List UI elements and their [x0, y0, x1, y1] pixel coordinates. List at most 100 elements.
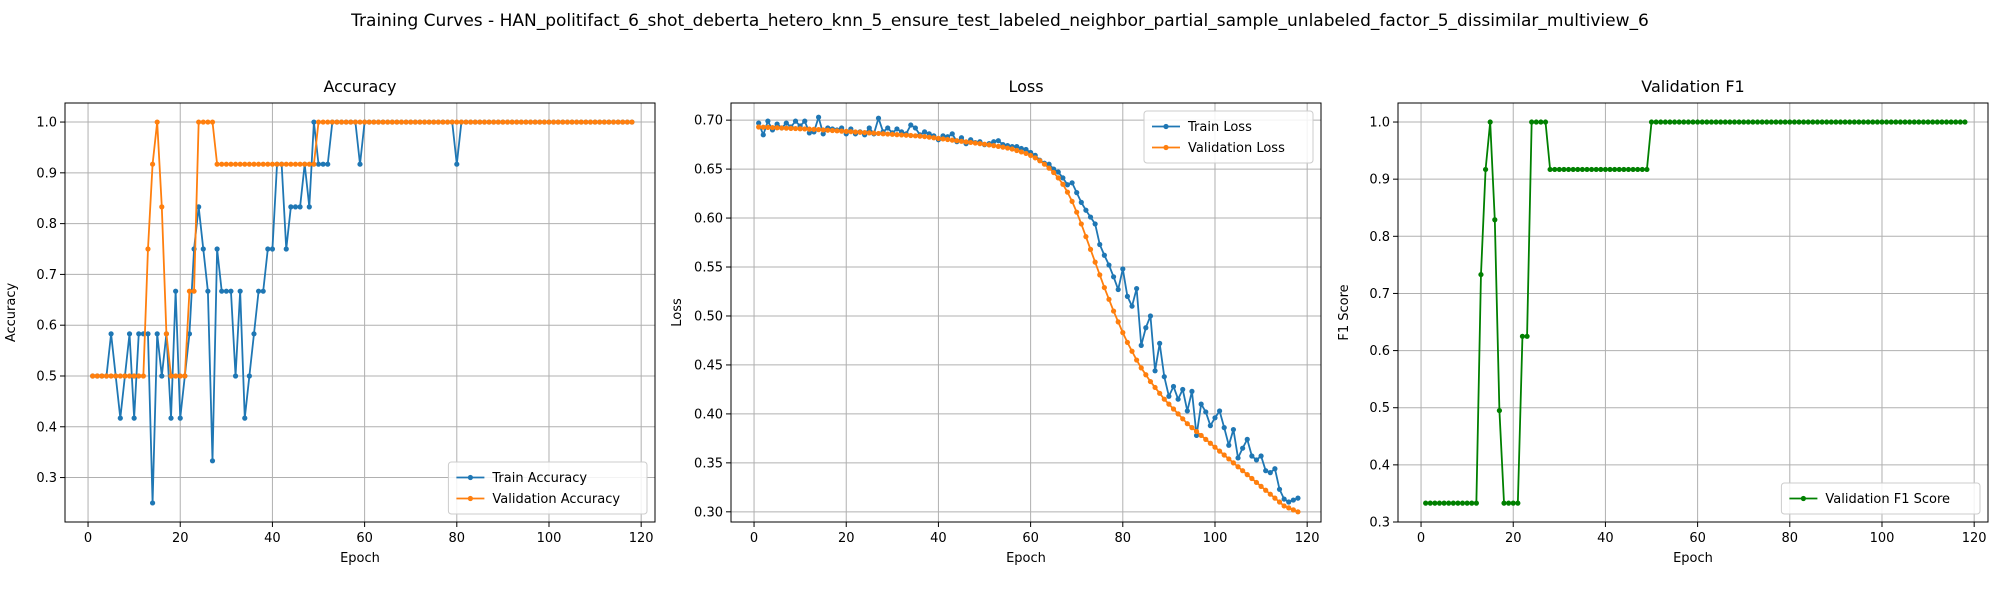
validation-f1-score-point: [1939, 119, 1945, 125]
validation-accuracy-point: [214, 161, 220, 167]
loss-xtick-label: 0: [750, 531, 758, 546]
validation-loss-point: [1161, 396, 1167, 402]
validation-f1-ytick-label: 0.6: [1369, 344, 1390, 359]
train-accuracy-point: [237, 288, 243, 294]
validation-f1-score-point: [1565, 166, 1572, 173]
validation-loss-point: [1290, 507, 1296, 513]
train-accuracy-point: [265, 246, 271, 252]
validation-accuracy-point: [168, 373, 174, 379]
validation-accuracy-point: [260, 161, 266, 167]
train-accuracy-point: [214, 246, 220, 252]
validation-loss-point: [1106, 296, 1112, 302]
validation-loss-point: [1051, 169, 1057, 176]
validation-loss-point: [1244, 472, 1250, 478]
train-loss-point: [1078, 199, 1084, 205]
validation-f1-score-point: [1736, 119, 1742, 125]
validation-accuracy-point: [417, 119, 423, 125]
validation-accuracy-point: [610, 119, 617, 125]
validation-f1-score-point: [1436, 500, 1443, 506]
accuracy-legend-box: [447, 461, 648, 515]
validation-accuracy-point: [592, 119, 598, 125]
train-loss-point: [774, 121, 780, 127]
validation-f1-ytick-label: 1.0: [1369, 116, 1390, 131]
validation-f1-score-point: [1750, 119, 1756, 125]
train-accuracy-point: [325, 161, 331, 167]
train-loss-point: [1147, 313, 1154, 319]
validation-loss-point: [1189, 425, 1195, 431]
train-loss-point: [1258, 453, 1264, 459]
validation-loss-point: [1134, 357, 1140, 363]
train-loss-point: [820, 131, 826, 137]
validation-f1-score-point: [1593, 166, 1599, 173]
validation-f1-score-point: [1644, 166, 1650, 173]
validation-f1-score-point: [1814, 119, 1821, 125]
validation-loss-point: [788, 125, 794, 131]
train-loss-point: [1276, 486, 1283, 492]
train-accuracy-point: [173, 288, 179, 294]
validation-loss-point: [935, 135, 942, 141]
validation-f1-score-point: [1492, 217, 1498, 223]
validation-loss-point: [885, 131, 891, 137]
train-loss-point: [1060, 175, 1066, 181]
validation-f1-score-point: [1819, 119, 1825, 125]
validation-accuracy-point: [394, 119, 400, 125]
validation-loss-point: [843, 128, 849, 134]
train-loss-point: [1120, 266, 1126, 272]
validation-accuracy-point: [449, 119, 455, 125]
train-accuracy-legend-label: Train Accuracy: [491, 471, 587, 486]
validation-f1-xtick-label: 60: [1689, 531, 1706, 546]
validation-accuracy-point: [574, 119, 580, 125]
validation-accuracy-point: [569, 119, 575, 125]
validation-f1-score-point: [1920, 119, 1927, 125]
validation-loss-point: [949, 137, 955, 143]
validation-f1-score-point: [1754, 119, 1761, 125]
validation-loss-point: [995, 143, 1001, 149]
validation-loss-point: [1240, 468, 1246, 474]
validation-accuracy-point: [228, 161, 234, 167]
validation-accuracy-point: [126, 373, 133, 379]
train-accuracy-point: [242, 415, 248, 421]
train-loss-point: [1023, 146, 1029, 153]
validation-f1-score-point: [1934, 119, 1940, 125]
loss-ytick-label: 0.35: [694, 456, 723, 471]
validation-accuracy-legend-marker: [467, 495, 473, 502]
validation-f1-ytick-label: 0.3: [1369, 516, 1390, 531]
validation-f1-score-point: [1473, 500, 1479, 506]
validation-f1-score-point: [1860, 119, 1867, 125]
train-loss-legend-label: Train Loss: [1187, 120, 1252, 135]
validation-accuracy-series: [90, 119, 635, 379]
validation-f1-xtick-label: 80: [1782, 531, 1799, 546]
validation-accuracy-point: [306, 161, 312, 167]
validation-accuracy-point: [329, 119, 335, 125]
validation-accuracy-point: [362, 119, 368, 125]
train-loss-point: [1193, 432, 1200, 439]
validation-accuracy-point: [209, 119, 216, 125]
train-loss-point: [1221, 425, 1227, 431]
validation-loss-point: [931, 135, 937, 141]
validation-accuracy-legend-label: Validation Accuracy: [492, 492, 620, 507]
validation-f1-score-point: [1764, 119, 1770, 125]
accuracy-ytick-label: 0.4: [36, 420, 57, 435]
validation-accuracy-point: [173, 373, 179, 379]
validation-accuracy-point: [94, 373, 100, 379]
validation-f1-ytick-label: 0.5: [1369, 401, 1390, 416]
validation-f1-score-point: [1727, 119, 1733, 125]
train-accuracy-point: [454, 161, 460, 167]
validation-f1-score-point: [1524, 333, 1530, 339]
validation-accuracy-point: [338, 119, 345, 125]
validation-f1-score-point: [1768, 119, 1774, 125]
loss-legend: Train Loss Validation Loss: [1143, 110, 1314, 164]
validation-accuracy-point: [242, 161, 248, 167]
validation-loss-point: [811, 126, 817, 132]
validation-f1-score-point: [1506, 500, 1512, 506]
train-accuracy-point: [232, 373, 239, 379]
accuracy-ytick-label: 0.5: [36, 369, 57, 384]
validation-accuracy-point: [320, 119, 326, 125]
validation-f1-score-point: [1423, 500, 1429, 506]
validation-loss-point: [981, 141, 988, 147]
validation-loss-point: [1147, 378, 1154, 385]
validation-f1-axes-frame: [1397, 102, 1989, 523]
validation-loss-point: [991, 143, 997, 149]
train-loss-point: [1207, 423, 1213, 429]
validation-f1-score-point: [1870, 119, 1876, 125]
